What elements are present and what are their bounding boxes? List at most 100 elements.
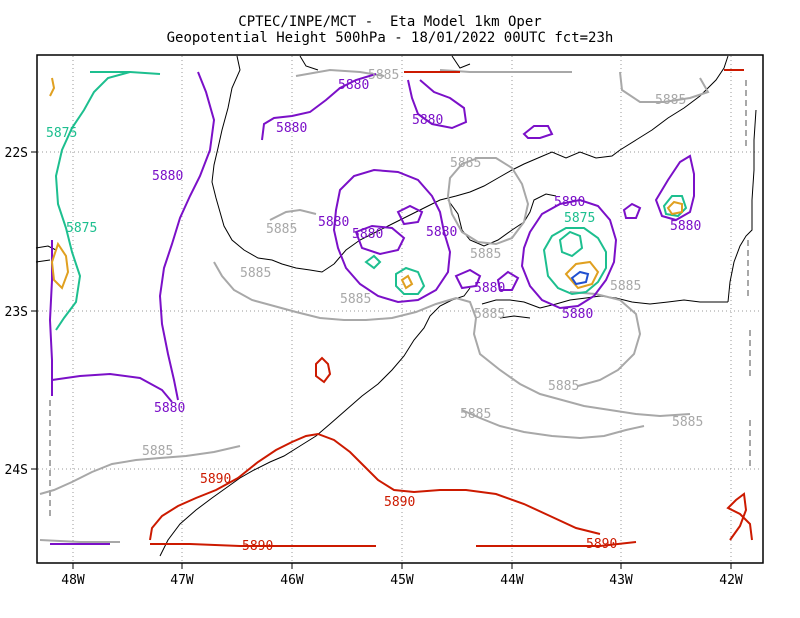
contours-5890 bbox=[149, 69, 753, 547]
contour-5890-ne bbox=[404, 69, 744, 73]
contour-5880-right-loop bbox=[520, 198, 618, 310]
label-5880-6: 5880 bbox=[352, 227, 383, 242]
contour-5870-east bbox=[666, 200, 683, 216]
lon-label-47w: 47W bbox=[170, 573, 194, 588]
contours-5885 bbox=[39, 68, 710, 543]
contour-5870-west bbox=[50, 241, 70, 290]
coast-islands bbox=[481, 299, 541, 319]
label-5885-10: 5885 bbox=[548, 379, 579, 394]
contour-5880-sw bbox=[51, 372, 173, 403]
label-5885-12: 5885 bbox=[672, 415, 703, 430]
label-5880-4: 5880 bbox=[152, 169, 183, 184]
contour-5885-lower bbox=[461, 409, 645, 440]
lat-label-23s: 23S bbox=[5, 305, 28, 320]
label-5880-12: 5880 bbox=[154, 401, 185, 416]
map-frame bbox=[36, 54, 764, 564]
contours-5870 bbox=[49, 77, 683, 290]
lon-label-45w: 45W bbox=[390, 573, 414, 588]
contour-5890-se bbox=[726, 492, 753, 541]
map-title-line-1: CPTEC/INPE/MCT - Eta Model 1km Oper bbox=[238, 14, 542, 30]
coast-west-fragment bbox=[35, 245, 57, 263]
label-5885-11: 5885 bbox=[460, 407, 491, 422]
label-5885-2: 5885 bbox=[655, 93, 686, 108]
lon-label-42w: 42W bbox=[719, 573, 743, 588]
contour-5885-rj bbox=[569, 291, 642, 387]
lon-label-48w: 48W bbox=[61, 573, 85, 588]
contour-5880-mid-small bbox=[454, 268, 482, 290]
label-5885-5: 5885 bbox=[240, 266, 271, 281]
label-5880-9: 5880 bbox=[670, 219, 701, 234]
coast-sp bbox=[159, 287, 471, 557]
label-5880-1: 5880 bbox=[338, 78, 369, 93]
label-5880-5: 5880 bbox=[318, 215, 349, 230]
label-5890-3: 5890 bbox=[242, 539, 273, 554]
contour-5885-west bbox=[269, 208, 317, 221]
border-rj-mg bbox=[333, 55, 729, 265]
contour-5870-right bbox=[564, 260, 600, 290]
contour-5885-center bbox=[295, 68, 385, 77]
contour-5885-bump bbox=[446, 157, 530, 246]
contour-5875-center bbox=[395, 266, 426, 295]
lat-label-22s: 22S bbox=[5, 146, 28, 161]
map-title-line-2: Geopotential Height 500hPa - 18/01/2022 … bbox=[166, 30, 614, 46]
contour-5880-west bbox=[158, 71, 216, 401]
contour-5885-middle bbox=[213, 261, 691, 418]
contour-5880-mid-2 bbox=[496, 270, 520, 291]
tick-marks bbox=[31, 151, 732, 569]
lat-label-24s: 24S bbox=[5, 463, 28, 478]
edge-right-dash bbox=[745, 80, 751, 470]
label-5875-2: 5875 bbox=[66, 221, 97, 236]
contour-5880-small-right bbox=[522, 125, 554, 139]
border-coast-rj bbox=[447, 193, 557, 247]
lon-label-44w: 44W bbox=[500, 573, 524, 588]
contour-5875-right-inner bbox=[558, 230, 584, 258]
contour-5880-top-loop bbox=[407, 79, 468, 130]
label-5875-3: 5875 bbox=[564, 211, 595, 226]
coastline-borders bbox=[35, 55, 757, 557]
label-5880-11: 5880 bbox=[562, 307, 593, 322]
edge-artifacts bbox=[49, 80, 751, 520]
label-5890-4: 5890 bbox=[586, 537, 617, 552]
contour-5885-bottom bbox=[39, 539, 120, 543]
label-5875-1: 5875 bbox=[46, 126, 77, 141]
border-rj-south bbox=[539, 295, 728, 309]
contour-5875-east bbox=[662, 195, 688, 218]
contour-5875-top bbox=[90, 71, 161, 75]
lon-label-46w: 46W bbox=[280, 573, 304, 588]
contour-5890-small bbox=[315, 356, 332, 384]
label-5885-8: 5885 bbox=[474, 307, 505, 322]
label-5885-7: 5885 bbox=[340, 292, 371, 307]
label-5885-3: 5885 bbox=[450, 156, 481, 171]
contour-5890-south bbox=[149, 432, 601, 541]
graticule bbox=[38, 56, 762, 562]
contour-5880-topleft bbox=[261, 73, 377, 141]
contour-5865-right bbox=[570, 270, 590, 286]
contour-5880-east bbox=[654, 154, 695, 222]
contours-5875 bbox=[54, 71, 688, 331]
contour-5880-small-center bbox=[396, 204, 424, 226]
contour-5870-topleft bbox=[49, 77, 56, 97]
label-5880-7: 5880 bbox=[426, 225, 457, 240]
coast-north-fragment bbox=[299, 55, 471, 71]
label-5880-3: 5880 bbox=[276, 121, 307, 136]
contour-5890-bottom bbox=[150, 543, 376, 547]
contour-5880-center-loop bbox=[332, 168, 452, 304]
label-5880-2: 5880 bbox=[412, 113, 443, 128]
coast-east bbox=[727, 109, 757, 303]
contour-5885-sw bbox=[39, 445, 241, 495]
label-5885-6: 5885 bbox=[470, 247, 501, 262]
contour-5875-center-2 bbox=[364, 254, 382, 270]
label-5885-13: 5885 bbox=[142, 444, 173, 459]
contour-5875-west bbox=[54, 71, 131, 331]
label-5890-1: 5890 bbox=[200, 472, 231, 487]
contours-5865 bbox=[570, 270, 590, 286]
contour-5885-ne bbox=[619, 71, 710, 103]
contour-5875-right bbox=[542, 227, 607, 296]
border-mg-sp bbox=[211, 55, 335, 273]
contour-labels: 5885 5885 5885 5885 5885 5885 5885 5885 … bbox=[46, 68, 703, 554]
label-5885-9: 5885 bbox=[610, 279, 641, 294]
contour-5870-center bbox=[400, 274, 414, 290]
label-5880-8: 5880 bbox=[554, 195, 585, 210]
contour-5880-center-inner bbox=[354, 224, 406, 256]
